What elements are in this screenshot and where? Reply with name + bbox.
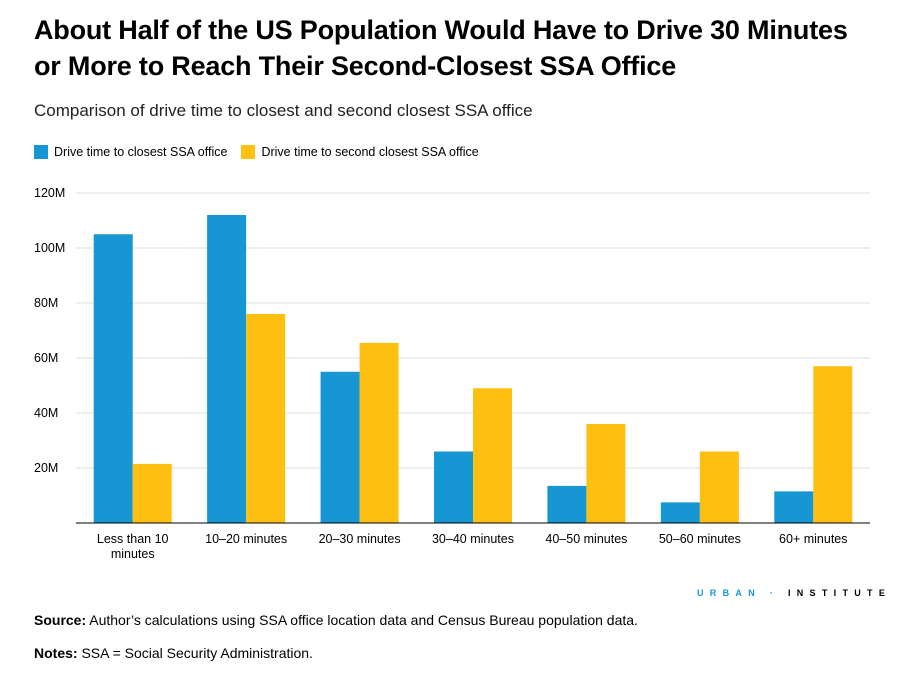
y-tick-label: 120M	[34, 186, 65, 200]
chart-subtitle: Comparison of drive time to closest and …	[34, 101, 533, 120]
bar-second	[699, 451, 739, 523]
legend-label-second: Drive time to second closest SSA office	[261, 145, 479, 159]
bar-second	[132, 463, 172, 523]
legend: Drive time to closest SSA office Drive t…	[34, 145, 479, 159]
legend-label-closest: Drive time to closest SSA office	[54, 145, 228, 159]
bar-closest	[320, 371, 360, 523]
x-tick-label: 50–60 minutes	[659, 532, 741, 546]
x-tick-label: 40–50 minutes	[545, 532, 627, 546]
x-tick-label: 60+ minutes	[779, 532, 847, 546]
legend-item-second: Drive time to second closest SSA office	[241, 145, 479, 159]
y-tick-label: 100M	[34, 241, 65, 255]
legend-item-closest: Drive time to closest SSA office	[34, 145, 227, 159]
bar-closest	[93, 234, 133, 523]
bar-closest	[207, 215, 247, 523]
legend-swatch-closest	[34, 145, 48, 159]
bar-second	[473, 388, 512, 523]
bar-closest	[774, 491, 814, 523]
bar-chart: 20M 40M 60M 80M 100M 120M Less than 10 minutes 1…	[34, 186, 870, 561]
x-tick-label: 20–30 minutes	[319, 532, 401, 546]
bar-closest	[660, 502, 700, 523]
x-tick-label: 30–40 minutes	[432, 532, 514, 546]
y-tick-label: 40M	[34, 406, 58, 420]
y-tick-label: 80M	[34, 296, 58, 310]
bar-second	[359, 342, 399, 523]
bar-second	[586, 424, 626, 523]
y-tick-label: 20M	[34, 461, 58, 475]
bar-second	[813, 366, 853, 523]
source-note: Source: Author’s calculations using SSA …	[34, 612, 638, 628]
legend-swatch-second	[241, 145, 256, 159]
notes: Notes: SSA = Social Security Administrat…	[34, 645, 313, 661]
urban-institute-logo: URBAN · INSTITUTE	[697, 588, 892, 598]
bar-second	[246, 314, 286, 523]
x-tick-label: Less than 10 minutes	[97, 532, 169, 561]
bar-closest	[434, 451, 473, 523]
bar-closest	[547, 485, 587, 523]
x-tick-label: 10–20 minutes	[205, 532, 287, 546]
chart-title: About Half of the US Population Would Ha…	[34, 15, 848, 81]
y-tick-label: 60M	[34, 351, 58, 365]
